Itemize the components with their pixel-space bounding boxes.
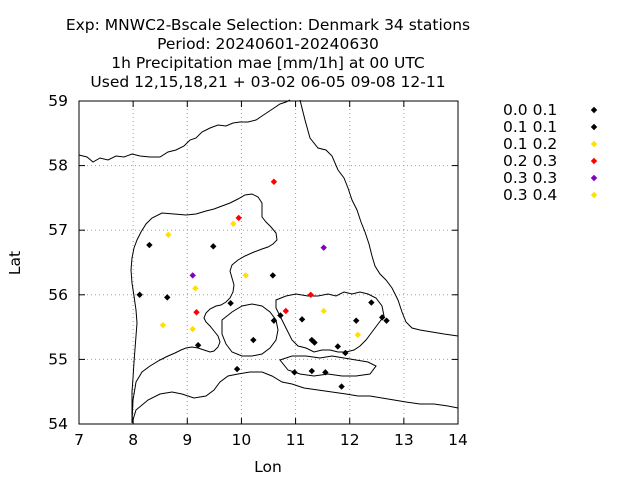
legend-entry-label: 0.1 0.2 — [503, 135, 557, 153]
data-point-0-0-0-1 — [308, 336, 316, 344]
x-tick-label: 10 — [232, 431, 252, 449]
jutland-coastline — [130, 193, 278, 424]
data-point-0-0-0-1 — [250, 336, 257, 344]
data-point-0-0-0-1 — [164, 294, 171, 301]
x-tick-label: 9 — [182, 431, 192, 449]
data-point-0-0-0-1 — [136, 291, 143, 298]
y-tick-label: 59 — [48, 92, 68, 110]
data-point-0-0-0-1 — [308, 367, 316, 375]
legend-marker — [590, 106, 598, 114]
data-point-0-0-0-1 — [342, 349, 349, 357]
data-point-0-1-0-2 — [242, 272, 249, 279]
data-point-0-1-0-2 — [189, 325, 196, 333]
coastline-map — [78, 99, 459, 424]
x-tick-label: 12 — [340, 431, 360, 449]
norway-coastline — [78, 99, 291, 163]
data-point-0-0-0-1 — [146, 241, 153, 249]
y-tick-label: 55 — [48, 350, 68, 368]
x-tick-label: 11 — [286, 431, 306, 449]
y-tick-label: 56 — [48, 286, 68, 304]
sweden-coastline — [299, 99, 459, 337]
data-point-0-0-0-1 — [270, 317, 278, 324]
y-tick-label: 58 — [48, 157, 68, 175]
legend-entry-label: 0.0 0.1 — [503, 101, 557, 119]
legend-marker — [590, 174, 598, 182]
x-tick-label: 8 — [128, 431, 138, 449]
legend-marker — [590, 140, 598, 148]
legend-entry-label: 0.2 0.3 — [503, 152, 557, 170]
y-tick-label: 57 — [48, 221, 68, 239]
plot-frame — [78, 100, 459, 425]
lolland-coastline — [279, 355, 377, 377]
data-point-0-2-0-3 — [270, 178, 278, 185]
data-point-0-0-0-1 — [277, 312, 284, 319]
data-point-0-2-0-3 — [193, 309, 200, 316]
data-point-0-0-0-1 — [379, 314, 386, 321]
data-point-0-1-0-2 — [230, 220, 237, 227]
legend-entry-label: 0.3 0.3 — [503, 169, 557, 187]
data-point-0-1-0-2 — [354, 331, 362, 339]
data-point-0-0-0-1 — [291, 369, 298, 376]
legend-marker — [590, 191, 598, 199]
title-line-1: Exp: MNWC2-Bscale Selection: Denmark 34 … — [66, 16, 470, 34]
y-axis-label: Lat — [6, 251, 24, 275]
title-line-3: 1h Precipitation mae [mm/1h] at 00 UTC — [111, 54, 425, 72]
data-point-0-0-0-1 — [338, 383, 345, 390]
x-axis-label: Lon — [254, 458, 282, 476]
data-point-0-1-0-2 — [320, 307, 327, 315]
data-point-0-2-0-3 — [307, 291, 314, 298]
chart-title: Exp: MNWC2-Bscale Selection: Denmark 34 … — [66, 16, 470, 91]
data-point-0-0-0-1 — [210, 243, 217, 250]
data-point-0-2-0-3 — [282, 307, 290, 315]
data-point-0-0-0-1 — [298, 316, 306, 323]
data-point-0-0-0-1 — [322, 369, 329, 376]
grid — [79, 101, 458, 424]
data-point-0-0-0-1 — [194, 341, 202, 349]
data-point-0-0-0-1 — [353, 317, 360, 324]
data-point-0-1-0-2 — [165, 231, 172, 238]
title-line-2: Period: 20240601-20240630 — [157, 35, 379, 53]
y-tick-label: 54 — [48, 415, 68, 433]
legend-entry-label: 0.3 0.4 — [503, 186, 557, 204]
data-points — [136, 178, 390, 390]
legend-entry-label: 0.1 0.1 — [503, 118, 557, 136]
x-tick-label: 7 — [74, 431, 84, 449]
data-point-0-2-0-3 — [235, 214, 242, 222]
data-point-0-0-0-1 — [269, 272, 277, 279]
x-tick-label: 14 — [448, 431, 468, 449]
germany-coastline — [131, 371, 459, 424]
data-point-0-1-0-2 — [159, 321, 167, 329]
legend-marker — [590, 123, 598, 131]
zealand-coastline — [275, 291, 385, 353]
axis-ticks: 7 8 9 10 11 12 13 14 54 55 56 57 58 59 — [48, 92, 468, 449]
legend: 0.0 0.10.1 0.10.1 0.20.2 0.30.3 0.30.3 0… — [503, 101, 598, 204]
x-tick-label: 13 — [394, 431, 414, 449]
legend-marker — [590, 157, 598, 165]
data-point-0-1-0-2 — [192, 285, 199, 292]
data-point-0-3-0-3 — [189, 272, 196, 279]
data-point-0-0-0-1 — [233, 365, 241, 373]
data-point-0-3-0-3 — [320, 244, 327, 251]
data-point-0-0-0-1 — [383, 317, 390, 324]
data-point-0-0-0-1 — [227, 299, 234, 307]
title-line-4: Used 12,15,18,21 + 03-02 06-05 09-08 12-… — [90, 73, 445, 91]
data-point-0-0-0-1 — [368, 299, 375, 306]
funen-coastline — [221, 303, 279, 357]
data-point-0-0-0-1 — [334, 343, 342, 350]
